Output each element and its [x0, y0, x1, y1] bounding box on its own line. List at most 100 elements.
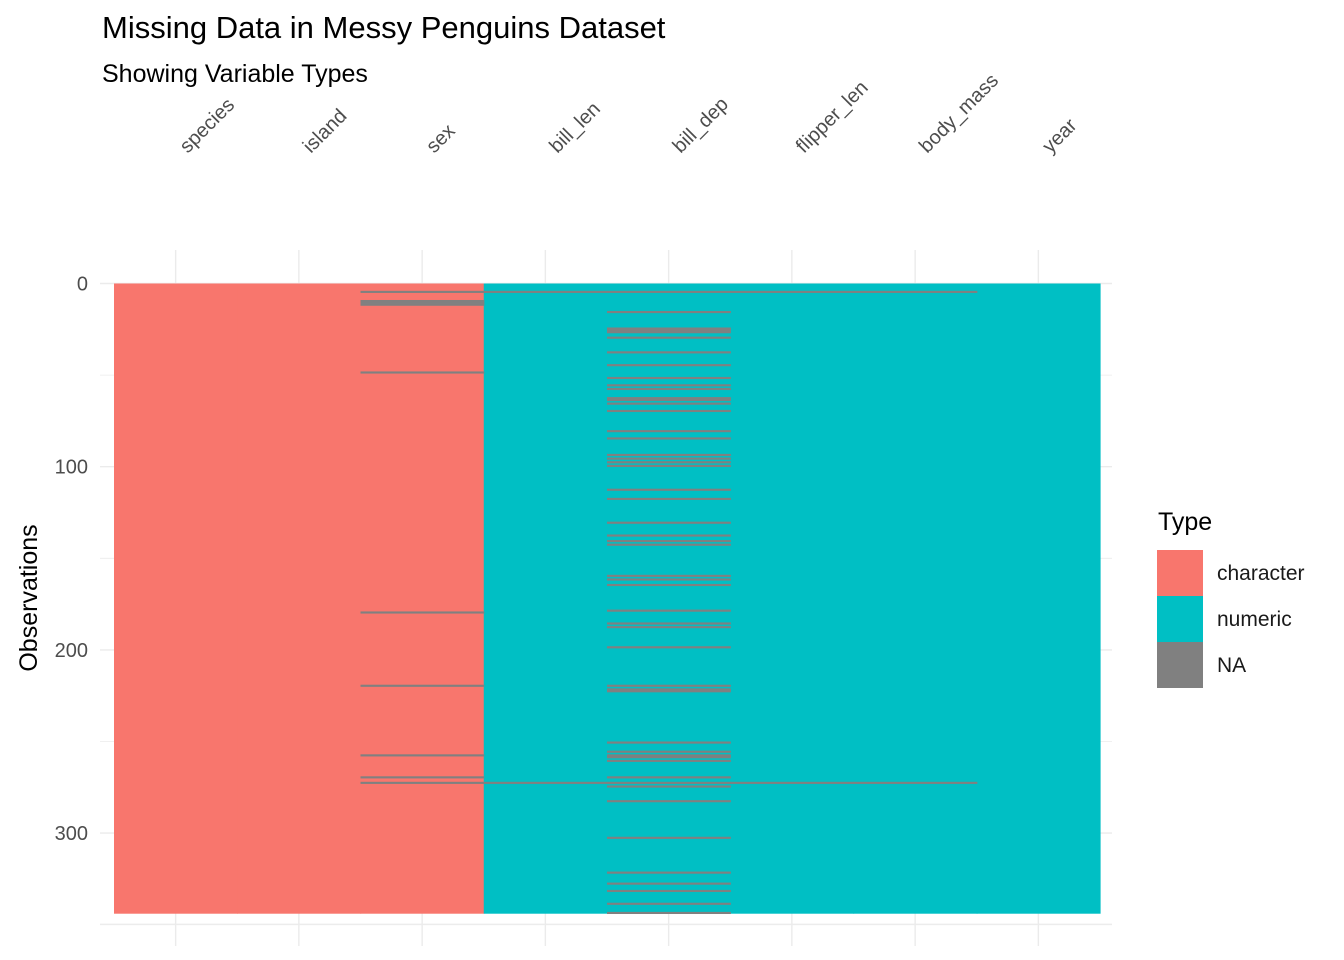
y-tick-labels: 0 100 200 300 — [55, 274, 88, 846]
x-tick-label-bill_len: bill_len — [545, 98, 605, 158]
x-tick-label-island: island — [299, 105, 352, 158]
na-mark-bill_len — [483, 781, 608, 784]
na-mark-bill_dep — [607, 384, 731, 387]
legend-item-numeric: numeric — [1157, 596, 1337, 642]
na-mark-bill_dep — [607, 430, 731, 433]
na-mark-bill_dep — [607, 836, 731, 839]
x-tick-label-sex: sex — [422, 120, 460, 158]
na-mark-flipper_len — [730, 781, 855, 784]
na-mark-bill_dep — [607, 609, 731, 612]
legend-swatch-na — [1157, 642, 1203, 688]
na-mark-sex — [360, 299, 485, 303]
y-tick-label: 300 — [55, 823, 88, 845]
na-mark-bill_dep — [607, 781, 731, 784]
na-mark-bill_dep — [607, 327, 731, 330]
y-axis-label: Observations — [15, 524, 43, 671]
x-tick-label-year: year — [1038, 114, 1081, 157]
legend-title: Type — [1158, 508, 1213, 536]
na-mark-bill_dep — [607, 646, 731, 649]
na-mark-bill_dep — [607, 310, 731, 314]
na-mark-bill_dep — [607, 290, 731, 293]
na-mark-bill_len — [483, 290, 608, 293]
legend-item-na: NA — [1157, 642, 1337, 688]
na-mark-bill_dep — [607, 521, 731, 524]
na-mark-sex — [360, 611, 485, 614]
legend-label-na: NA — [1217, 654, 1247, 677]
na-mark-bill_dep — [607, 684, 731, 687]
na-mark-bill_dep — [607, 402, 731, 405]
tile-flipper_len — [730, 283, 855, 914]
na-mark-bill_dep — [607, 902, 731, 905]
na-mark-bill_dep — [607, 741, 731, 744]
na-mark-sex — [360, 303, 485, 306]
na-mark-bill_dep — [607, 387, 731, 391]
heatmap-tiles — [114, 283, 1101, 914]
x-tick-label-body_mass: body_mass — [915, 70, 1003, 158]
na-mark-bill_dep — [607, 329, 731, 332]
legend-label-character: character — [1217, 562, 1305, 585]
tile-bill_len — [483, 283, 608, 914]
na-mark-bill_dep — [607, 376, 731, 380]
legend-label-numeric: numeric — [1217, 608, 1292, 631]
legend-swatch-numeric — [1157, 596, 1203, 642]
na-mark-body_mass — [853, 781, 978, 784]
na-mark-bill_dep — [607, 461, 731, 464]
na-mark-bill_dep — [607, 871, 731, 874]
na-mark-bill_dep — [607, 911, 731, 915]
missing-value-marks — [360, 290, 978, 915]
na-mark-sex — [360, 371, 485, 374]
na-mark-sex — [360, 684, 485, 687]
na-mark-sex — [360, 781, 485, 784]
na-mark-sex — [360, 290, 485, 293]
na-mark-bill_dep — [607, 539, 731, 543]
na-mark-bill_dep — [607, 336, 731, 339]
na-mark-bill_dep — [607, 453, 731, 457]
na-mark-bill_dep — [607, 409, 731, 413]
na-mark-bill_dep — [607, 882, 731, 885]
na-mark-bill_dep — [607, 398, 731, 402]
na-mark-bill_dep — [607, 364, 731, 367]
tile-body_mass — [853, 283, 978, 914]
na-mark-bill_dep — [607, 331, 731, 334]
na-mark-bill_dep — [607, 488, 731, 491]
na-mark-bill_dep — [607, 690, 731, 693]
na-mark-bill_dep — [607, 397, 731, 400]
x-tick-label-species: species — [176, 94, 240, 158]
na-mark-bill_dep — [607, 583, 731, 587]
chart-subtitle: Showing Variable Types — [102, 60, 368, 88]
y-tick-label: 0 — [77, 274, 88, 296]
legend-swatch-character — [1157, 550, 1203, 596]
na-mark-bill_dep — [607, 785, 731, 788]
na-mark-sex — [360, 754, 485, 757]
y-tick-label: 100 — [55, 457, 88, 479]
x-tick-label-flipper_len: flipper_len — [792, 77, 873, 158]
na-mark-bill_dep — [607, 543, 731, 546]
legend-item-character: character — [1157, 550, 1337, 596]
na-mark-sex — [360, 776, 485, 779]
x-tick-labels: species island sex bill_len bill_dep flipper_… — [176, 70, 1082, 158]
na-mark-bill_dep — [607, 578, 731, 581]
na-mark-bill_dep — [607, 574, 731, 577]
na-mark-bill_dep — [607, 800, 731, 803]
x-tick-label-bill_dep: bill_dep — [669, 93, 733, 157]
tile-island — [237, 283, 362, 914]
na-mark-bill_dep — [607, 756, 731, 759]
na-mark-sex — [360, 301, 485, 304]
na-mark-bill_dep — [607, 457, 731, 460]
na-mark-bill_dep — [607, 750, 731, 753]
na-mark-body_mass — [853, 290, 978, 293]
na-mark-bill_dep — [607, 534, 731, 537]
na-mark-bill_dep — [607, 759, 731, 762]
tile-year — [976, 283, 1101, 914]
y-tick-label: 200 — [55, 640, 88, 662]
tile-species — [114, 283, 238, 914]
na-mark-bill_dep — [607, 464, 731, 467]
na-mark-bill_dep — [607, 497, 731, 500]
na-mark-bill_dep — [607, 626, 731, 629]
chart-title: Missing Data in Messy Penguins Dataset — [102, 10, 666, 45]
na-mark-bill_dep — [607, 776, 731, 779]
na-mark-bill_dep — [607, 688, 731, 691]
na-mark-bill_dep — [607, 437, 731, 440]
